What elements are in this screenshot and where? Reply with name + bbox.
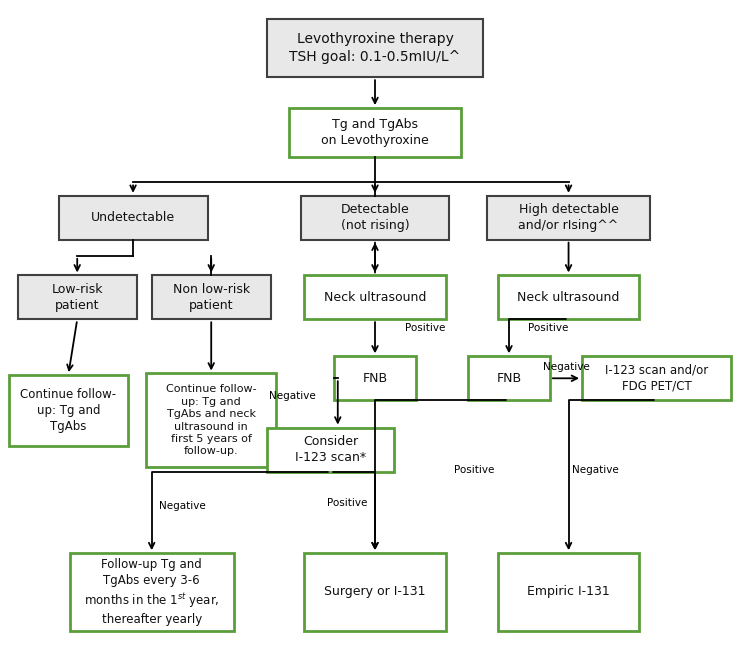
Text: Negative: Negative <box>572 465 619 475</box>
Text: Neck ultrasound: Neck ultrasound <box>324 291 426 304</box>
Text: High detectable
and/or rIsing^^: High detectable and/or rIsing^^ <box>518 203 619 232</box>
FancyBboxPatch shape <box>582 357 730 400</box>
Text: Continue follow-
up: Tg and
TgAbs and neck
ultrasound in
first 5 years of
follow: Continue follow- up: Tg and TgAbs and ne… <box>166 385 256 456</box>
Text: Levothyroxine therapy
TSH goal: 0.1-0.5mIU/L^: Levothyroxine therapy TSH goal: 0.1-0.5m… <box>290 33 460 64</box>
Text: Tg and TgAbs
on Levothyroxine: Tg and TgAbs on Levothyroxine <box>321 118 429 147</box>
FancyBboxPatch shape <box>146 374 276 468</box>
Text: Positive: Positive <box>527 323 568 333</box>
Text: Detectable
(not rising): Detectable (not rising) <box>340 203 410 232</box>
FancyBboxPatch shape <box>18 276 136 319</box>
Text: Continue follow-
up: Tg and
TgAbs: Continue follow- up: Tg and TgAbs <box>20 388 116 433</box>
FancyBboxPatch shape <box>9 375 128 446</box>
FancyBboxPatch shape <box>304 276 446 319</box>
Text: Consider
I-123 scan*: Consider I-123 scan* <box>295 435 366 464</box>
FancyBboxPatch shape <box>267 428 394 471</box>
Text: Low-risk
patient: Low-risk patient <box>52 283 103 312</box>
FancyBboxPatch shape <box>468 357 550 400</box>
Text: I-123 scan and/or
FDG PET/CT: I-123 scan and/or FDG PET/CT <box>604 364 708 393</box>
Text: Negative: Negative <box>268 391 316 402</box>
Text: Surgery or I-131: Surgery or I-131 <box>324 586 426 598</box>
FancyBboxPatch shape <box>267 19 483 77</box>
Text: Empiric I-131: Empiric I-131 <box>527 586 610 598</box>
FancyBboxPatch shape <box>498 553 639 631</box>
FancyBboxPatch shape <box>301 196 449 240</box>
Text: Neck ultrasound: Neck ultrasound <box>518 291 620 304</box>
FancyBboxPatch shape <box>498 276 639 319</box>
FancyBboxPatch shape <box>290 108 460 157</box>
FancyBboxPatch shape <box>487 196 650 240</box>
FancyBboxPatch shape <box>58 196 208 240</box>
Text: Follow-up Tg and
TgAbs every 3-6
months in the $1^{st}$ year,
thereafter yearly: Follow-up Tg and TgAbs every 3-6 months … <box>84 558 220 626</box>
Text: Positive: Positive <box>327 498 368 507</box>
Text: FNB: FNB <box>362 372 388 385</box>
Text: Positive: Positive <box>405 323 445 333</box>
FancyBboxPatch shape <box>152 276 271 319</box>
FancyBboxPatch shape <box>70 553 233 631</box>
Text: Undetectable: Undetectable <box>91 211 175 224</box>
FancyBboxPatch shape <box>304 553 446 631</box>
Text: FNB: FNB <box>496 372 521 385</box>
Text: Non low-risk
patient: Non low-risk patient <box>172 283 250 312</box>
Text: Negative: Negative <box>542 362 590 372</box>
FancyBboxPatch shape <box>334 357 416 400</box>
Text: Positive: Positive <box>454 465 494 475</box>
Text: Negative: Negative <box>159 501 206 511</box>
